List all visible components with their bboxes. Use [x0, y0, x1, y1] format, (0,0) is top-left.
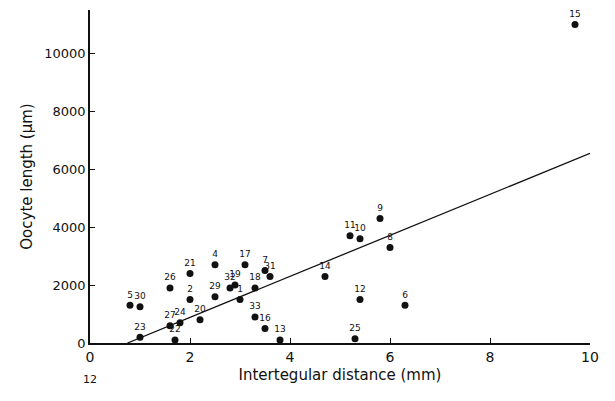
- svg-text:21: 21: [184, 258, 195, 268]
- svg-text:32: 32: [224, 272, 235, 282]
- svg-text:6: 6: [386, 349, 395, 365]
- svg-text:4000: 4000: [53, 220, 86, 235]
- svg-text:18: 18: [249, 272, 261, 282]
- svg-text:10: 10: [354, 223, 366, 233]
- svg-text:24: 24: [174, 307, 186, 317]
- svg-text:8: 8: [486, 349, 495, 365]
- svg-text:14: 14: [319, 261, 331, 271]
- svg-text:4: 4: [286, 349, 295, 365]
- svg-text:27: 27: [164, 310, 175, 320]
- svg-text:12: 12: [354, 284, 365, 294]
- svg-text:Intertegular distance (mm): Intertegular distance (mm): [239, 366, 442, 384]
- svg-text:20: 20: [194, 304, 206, 314]
- svg-text:0: 0: [77, 336, 85, 351]
- svg-text:16: 16: [259, 313, 271, 323]
- svg-text:15: 15: [569, 9, 580, 19]
- svg-text:2: 2: [186, 349, 195, 365]
- svg-text:0: 0: [86, 349, 95, 365]
- svg-text:25: 25: [349, 323, 360, 333]
- svg-text:4: 4: [212, 249, 218, 259]
- svg-text:9: 9: [377, 203, 383, 213]
- svg-text:19: 19: [229, 269, 241, 279]
- svg-text:8000: 8000: [53, 104, 86, 119]
- svg-text:30: 30: [134, 291, 146, 301]
- svg-text:23: 23: [134, 322, 145, 332]
- svg-text:29: 29: [209, 281, 221, 291]
- svg-text:2: 2: [187, 284, 193, 294]
- svg-text:33: 33: [249, 301, 260, 311]
- svg-text:17: 17: [239, 249, 250, 259]
- svg-text:1: 1: [237, 284, 243, 294]
- svg-text:22: 22: [169, 324, 180, 334]
- svg-text:6000: 6000: [53, 162, 86, 177]
- svg-text:5: 5: [127, 290, 133, 300]
- svg-text:26: 26: [164, 272, 176, 282]
- svg-text:10: 10: [581, 349, 599, 365]
- svg-text:11: 11: [344, 220, 355, 230]
- svg-text:6: 6: [402, 290, 408, 300]
- svg-text:8: 8: [387, 232, 393, 242]
- svg-text:2000: 2000: [53, 278, 86, 293]
- svg-text:31: 31: [264, 261, 275, 271]
- svg-text:13: 13: [274, 324, 285, 334]
- svg-text:7: 7: [262, 255, 268, 265]
- svg-text:12: 12: [83, 373, 97, 386]
- svg-text:Oocyte length (μm): Oocyte length (μm): [18, 103, 36, 249]
- svg-text:10000: 10000: [44, 46, 85, 61]
